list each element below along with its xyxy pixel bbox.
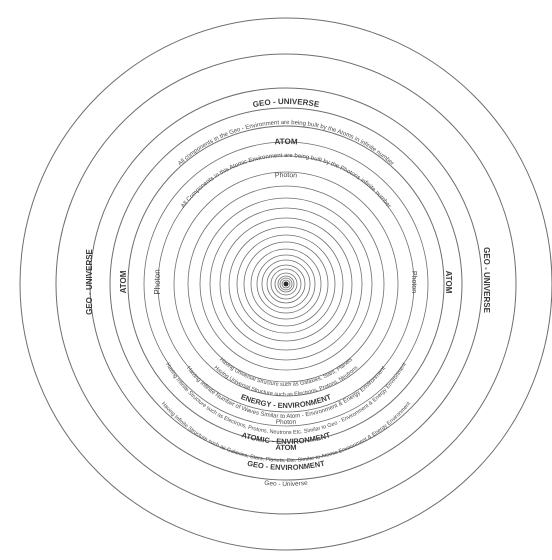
label-photon-left: Photon <box>153 269 162 294</box>
rings <box>19 17 552 551</box>
ring <box>228 226 344 342</box>
ring <box>256 254 316 314</box>
ring <box>199 197 373 371</box>
label-atom-right: ATOM <box>444 271 453 294</box>
label-atom-bottom: ATOM <box>275 443 297 452</box>
label-geo-env: GEO - ENVIRONMENT <box>247 459 326 472</box>
label-geo-universe-left: GEO - UNIVERSE <box>85 248 94 314</box>
label-photon-top: Photon <box>275 172 298 180</box>
ring <box>279 277 293 291</box>
ring <box>143 141 429 427</box>
label-geo-universe-right: GEO - UNIVERSE <box>482 247 491 313</box>
ring <box>187 185 385 383</box>
ring <box>19 17 552 551</box>
label-atom-top: ATOM <box>274 137 298 146</box>
ring <box>270 268 302 300</box>
ring <box>173 171 399 397</box>
label-atom-top-desc: All Components in this Atomic Environmen… <box>180 153 391 209</box>
ring <box>266 264 306 304</box>
ring <box>209 207 363 361</box>
ring <box>250 248 322 320</box>
ring <box>89 87 483 481</box>
ring <box>127 125 445 443</box>
ring <box>274 272 298 296</box>
ring <box>243 241 329 327</box>
label-atom-left: ATOM <box>119 270 128 293</box>
center-point <box>283 281 289 287</box>
ring <box>277 275 295 293</box>
label-geo-universe-top: GEO - UNIVERSE <box>252 97 321 109</box>
label-photon-right: Photon <box>410 271 417 293</box>
label-photon-bottom: Photon <box>276 419 297 426</box>
ring <box>281 279 291 289</box>
label-geo-universe-bottom: Geo - Universe <box>264 480 308 488</box>
ring <box>109 107 463 461</box>
ring <box>261 259 311 309</box>
ring <box>157 155 415 413</box>
ring <box>55 53 517 515</box>
ring <box>236 234 336 334</box>
ring <box>219 217 353 351</box>
